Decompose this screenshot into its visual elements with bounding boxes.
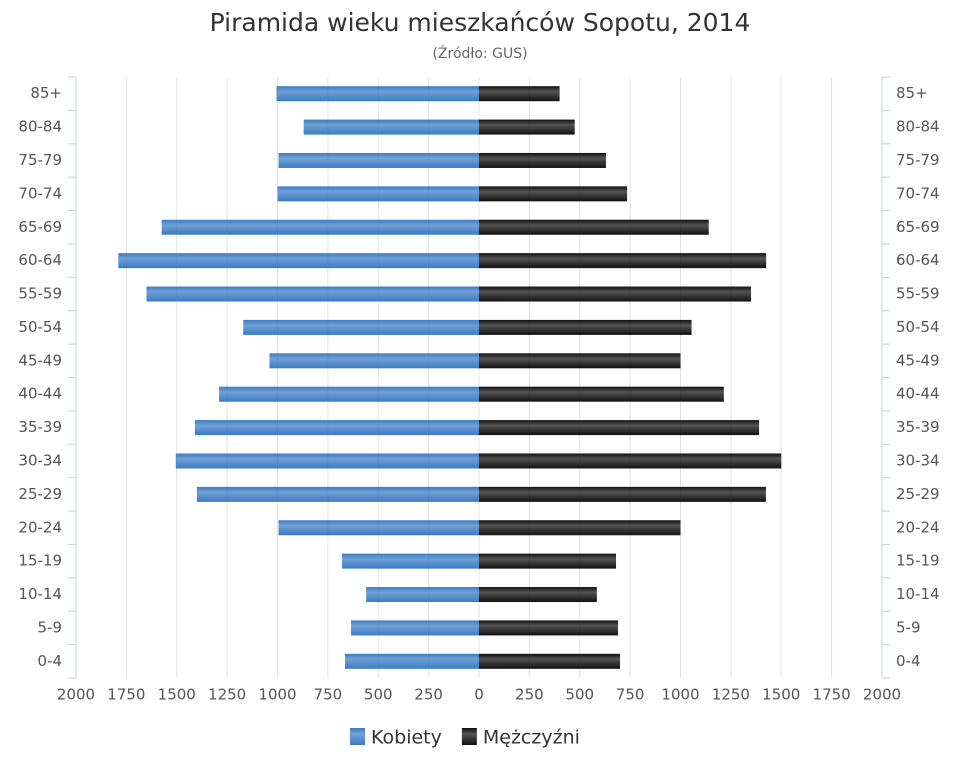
y-tick-label: 65-69 — [896, 218, 940, 236]
y-tick-label: 45-49 — [896, 351, 940, 369]
bar — [479, 353, 681, 369]
bar — [479, 453, 782, 469]
bar — [479, 653, 621, 669]
legend-swatch — [350, 728, 365, 745]
bar — [194, 420, 479, 436]
y-tick-label: 80-84 — [18, 118, 62, 136]
x-tick-label: 1500 — [762, 686, 800, 704]
x-tick-label: 1750 — [813, 686, 851, 704]
y-tick-label: 45-49 — [18, 351, 62, 369]
y-tick-label: 25-29 — [896, 485, 940, 503]
y-tick-label: 40-44 — [896, 385, 940, 403]
bar — [219, 386, 479, 402]
bar — [479, 520, 681, 536]
bar — [479, 152, 606, 168]
x-tick-label: 0 — [474, 686, 484, 704]
y-tick-label: 55-59 — [18, 285, 62, 303]
chart-title: Piramida wieku mieszkańców Sopotu, 2014 — [210, 8, 751, 37]
bar — [278, 152, 479, 168]
bar — [479, 553, 617, 569]
x-tick-label: 2000 — [863, 686, 901, 704]
legend-swatch — [461, 728, 477, 745]
x-tick-label: 1250 — [712, 686, 750, 704]
bar — [479, 286, 752, 302]
bar — [479, 420, 760, 436]
bar — [269, 353, 479, 369]
y-tick-label: 30-34 — [896, 451, 940, 469]
y-tick-label: 60-64 — [896, 251, 940, 269]
y-tick-label: 30-34 — [18, 451, 62, 469]
y-tick-label: 85+ — [30, 84, 62, 102]
y-tick-label: 80-84 — [896, 118, 940, 136]
y-tick-label: 50-54 — [896, 318, 940, 336]
y-tick-label: 25-29 — [18, 485, 62, 503]
y-tick-label: 5-9 — [896, 618, 921, 636]
y-tick-label: 0-4 — [38, 652, 63, 670]
bar — [479, 319, 692, 335]
x-tick-label: 750 — [616, 686, 645, 704]
bar — [479, 620, 619, 636]
y-tick-label: 10-14 — [18, 585, 62, 603]
y-tick-label: 55-59 — [896, 285, 940, 303]
x-tick-label: 1750 — [107, 686, 145, 704]
bar — [276, 86, 479, 102]
y-tick-label: 10-14 — [896, 585, 940, 603]
y-tick-label: 15-19 — [18, 552, 62, 570]
chart-subtitle: (Źródło: GUS) — [432, 44, 527, 62]
y-tick-label: 70-74 — [896, 184, 940, 202]
bar — [479, 219, 709, 235]
y-tick-label: 35-39 — [18, 418, 62, 436]
x-tick-label: 1000 — [258, 686, 296, 704]
x-tick-label: 250 — [414, 686, 443, 704]
x-tick-label: 250 — [515, 686, 544, 704]
y-tick-label: 0-4 — [896, 652, 921, 670]
bar — [161, 219, 479, 235]
x-tick-label: 750 — [314, 686, 343, 704]
bar — [345, 653, 479, 669]
bar — [175, 453, 479, 469]
y-tick-label: 5-9 — [38, 618, 63, 636]
x-tick-label: 1000 — [661, 686, 699, 704]
bar — [341, 553, 479, 569]
y-tick-label: 65-69 — [18, 218, 62, 236]
bar — [303, 119, 479, 135]
bar — [479, 253, 767, 269]
bar — [278, 520, 479, 536]
bar — [243, 319, 479, 335]
y-tick-label: 85+ — [896, 84, 928, 102]
legend-label: Mężczyźni — [483, 727, 580, 749]
x-tick-label: 500 — [565, 686, 594, 704]
bar — [479, 186, 628, 202]
y-tick-label: 60-64 — [18, 251, 62, 269]
bar — [146, 286, 479, 302]
bar — [196, 486, 479, 502]
y-tick-label: 75-79 — [896, 151, 940, 169]
legend-label: Kobiety — [371, 727, 442, 749]
y-tick-label: 50-54 — [18, 318, 62, 336]
x-tick-label: 2000 — [57, 686, 95, 704]
y-tick-label: 75-79 — [18, 151, 62, 169]
bar — [479, 386, 724, 402]
x-tick-label: 1500 — [158, 686, 196, 704]
bar — [479, 587, 597, 603]
y-tick-label: 15-19 — [896, 552, 940, 570]
bar — [479, 486, 766, 502]
bar — [366, 587, 479, 603]
y-tick-label: 20-24 — [18, 518, 62, 536]
y-tick-label: 35-39 — [896, 418, 940, 436]
x-tick-label: 1250 — [208, 686, 246, 704]
y-tick-label: 20-24 — [896, 518, 940, 536]
bar — [351, 620, 479, 636]
bar — [118, 253, 479, 269]
bar — [479, 86, 560, 102]
bar — [479, 119, 575, 135]
bar — [277, 186, 479, 202]
y-tick-label: 40-44 — [18, 385, 62, 403]
y-tick-label: 70-74 — [18, 184, 62, 202]
x-tick-label: 500 — [364, 686, 393, 704]
